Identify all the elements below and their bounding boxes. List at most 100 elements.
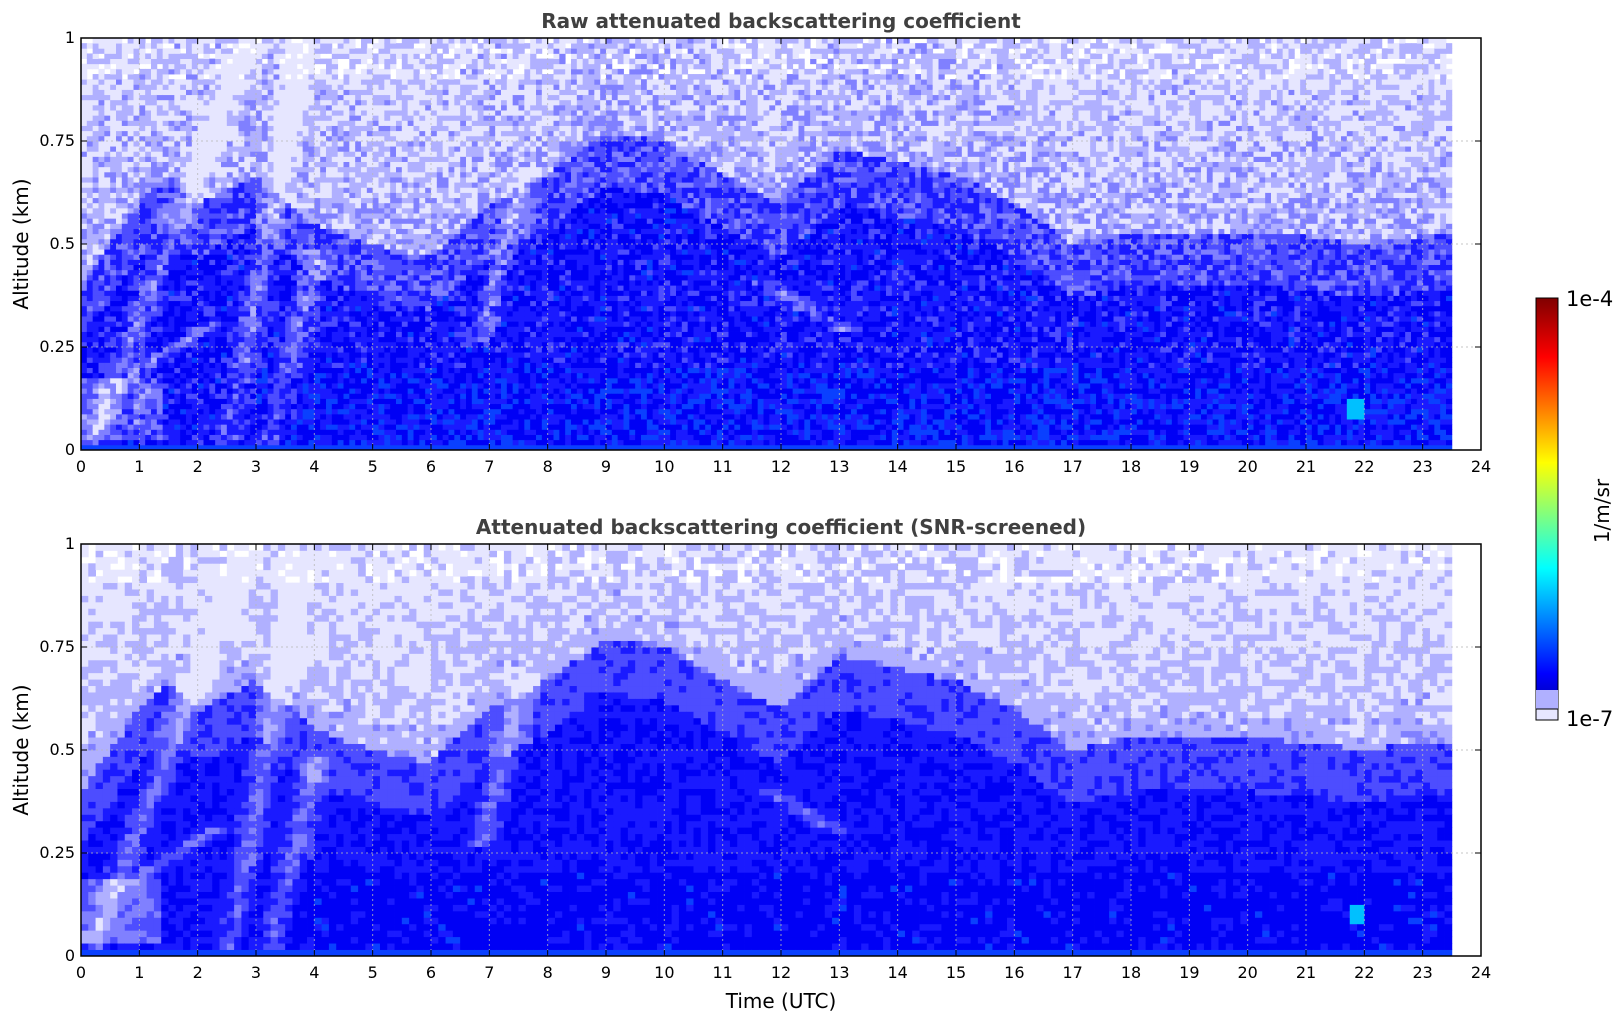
heatmap-cell xyxy=(384,223,391,229)
heatmap-cell xyxy=(121,166,129,173)
heatmap-cell xyxy=(197,89,204,96)
heatmap-cell xyxy=(232,197,239,204)
heatmap-cell xyxy=(145,439,152,446)
heatmap-cell xyxy=(343,146,350,152)
heatmap-cell xyxy=(355,403,362,410)
heatmap-cell xyxy=(436,403,444,410)
heatmap-cell xyxy=(448,326,455,332)
heatmap-cell xyxy=(302,120,309,126)
heatmap-cell xyxy=(419,156,426,162)
heatmap-cell xyxy=(197,38,204,44)
heatmap-cell xyxy=(355,115,362,121)
heatmap-cell xyxy=(250,372,257,379)
heatmap-cell xyxy=(86,295,94,302)
heatmap-cell xyxy=(256,130,263,137)
heatmap-cell xyxy=(361,290,368,296)
heatmap-cell xyxy=(413,429,420,435)
heatmap-cell xyxy=(162,104,169,111)
heatmap-cell xyxy=(92,259,99,265)
heatmap-cell xyxy=(121,403,129,410)
heatmap-cell xyxy=(326,290,333,296)
heatmap-cell xyxy=(273,357,280,363)
heatmap-cell xyxy=(174,171,181,178)
heatmap-cell xyxy=(244,58,251,65)
heatmap-cell xyxy=(285,419,292,425)
heatmap-cell xyxy=(326,285,333,291)
heatmap-cell xyxy=(238,254,245,260)
heatmap-cell xyxy=(133,408,140,415)
heatmap-cell xyxy=(215,408,222,415)
heatmap-cell xyxy=(314,341,321,348)
heatmap-cell xyxy=(191,238,199,245)
heatmap-cell xyxy=(168,166,175,173)
heatmap-cell xyxy=(401,228,409,235)
heatmap-cell xyxy=(133,254,140,260)
heatmap-cell xyxy=(425,254,432,260)
heatmap-cell xyxy=(92,316,99,322)
heatmap-cell xyxy=(390,285,397,291)
heatmap-cell xyxy=(337,89,344,96)
heatmap-cell xyxy=(92,171,99,178)
heatmap-cell xyxy=(396,362,403,368)
heatmap-cell xyxy=(250,218,257,224)
heatmap-cell xyxy=(343,115,350,121)
heatmap-cell xyxy=(133,130,140,137)
heatmap-cell xyxy=(308,104,315,111)
heatmap-cell xyxy=(320,223,327,229)
heatmap-cell xyxy=(221,321,228,327)
heatmap-cell xyxy=(314,372,321,379)
heatmap-cell xyxy=(390,305,397,312)
heatmap-cell xyxy=(86,310,94,317)
heatmap-cell xyxy=(361,161,368,168)
heatmap-cell xyxy=(86,316,94,322)
heatmap-cell xyxy=(273,259,280,265)
heatmap-cell xyxy=(407,192,414,199)
heatmap-cell xyxy=(361,120,368,126)
heatmap-cell xyxy=(104,444,111,450)
heatmap-cell xyxy=(296,79,304,85)
heatmap-cell xyxy=(174,383,181,389)
heatmap-cell xyxy=(139,419,146,425)
heatmap-cell xyxy=(145,68,152,75)
heatmap-cell xyxy=(425,310,432,317)
heatmap-cell xyxy=(378,43,385,49)
heatmap-cell xyxy=(238,388,245,394)
heatmap-cell xyxy=(279,68,286,75)
heatmap-cell xyxy=(86,403,94,410)
heatmap-cell xyxy=(180,53,187,59)
heatmap-cell xyxy=(442,228,449,235)
heatmap-cell xyxy=(191,43,199,49)
heatmap-cell xyxy=(133,398,140,405)
heatmap-cell xyxy=(168,388,175,394)
heatmap-cell xyxy=(419,388,426,394)
heatmap-cell xyxy=(244,408,251,415)
heatmap-cell xyxy=(419,58,426,65)
heatmap-cell xyxy=(436,146,444,152)
heatmap-cell xyxy=(372,259,379,265)
heatmap-cell xyxy=(261,434,269,441)
heatmap-cell xyxy=(174,367,181,374)
heatmap-cell xyxy=(197,218,204,224)
heatmap-cell xyxy=(86,285,94,291)
heatmap-cell xyxy=(139,151,146,157)
heatmap-cell xyxy=(256,74,263,80)
heatmap-cell xyxy=(151,110,158,116)
heatmap-cell xyxy=(98,48,105,54)
heatmap-cell xyxy=(384,110,391,116)
heatmap-cell xyxy=(378,274,385,281)
heatmap-cell xyxy=(215,233,222,240)
heatmap-cell xyxy=(320,213,327,219)
heatmap-cell xyxy=(378,259,385,265)
heatmap-cell xyxy=(244,372,251,379)
heatmap-cell xyxy=(442,58,449,65)
heatmap-cell xyxy=(285,218,292,224)
heatmap-cell xyxy=(244,89,251,96)
heatmap-cell xyxy=(390,151,397,157)
heatmap-cell xyxy=(232,202,239,209)
heatmap-cell xyxy=(331,295,339,302)
heatmap-cell xyxy=(127,316,134,322)
heatmap-cell xyxy=(407,280,414,286)
heatmap-cell xyxy=(133,295,140,302)
heatmap-cell xyxy=(244,63,251,70)
heatmap-cell xyxy=(203,393,210,399)
